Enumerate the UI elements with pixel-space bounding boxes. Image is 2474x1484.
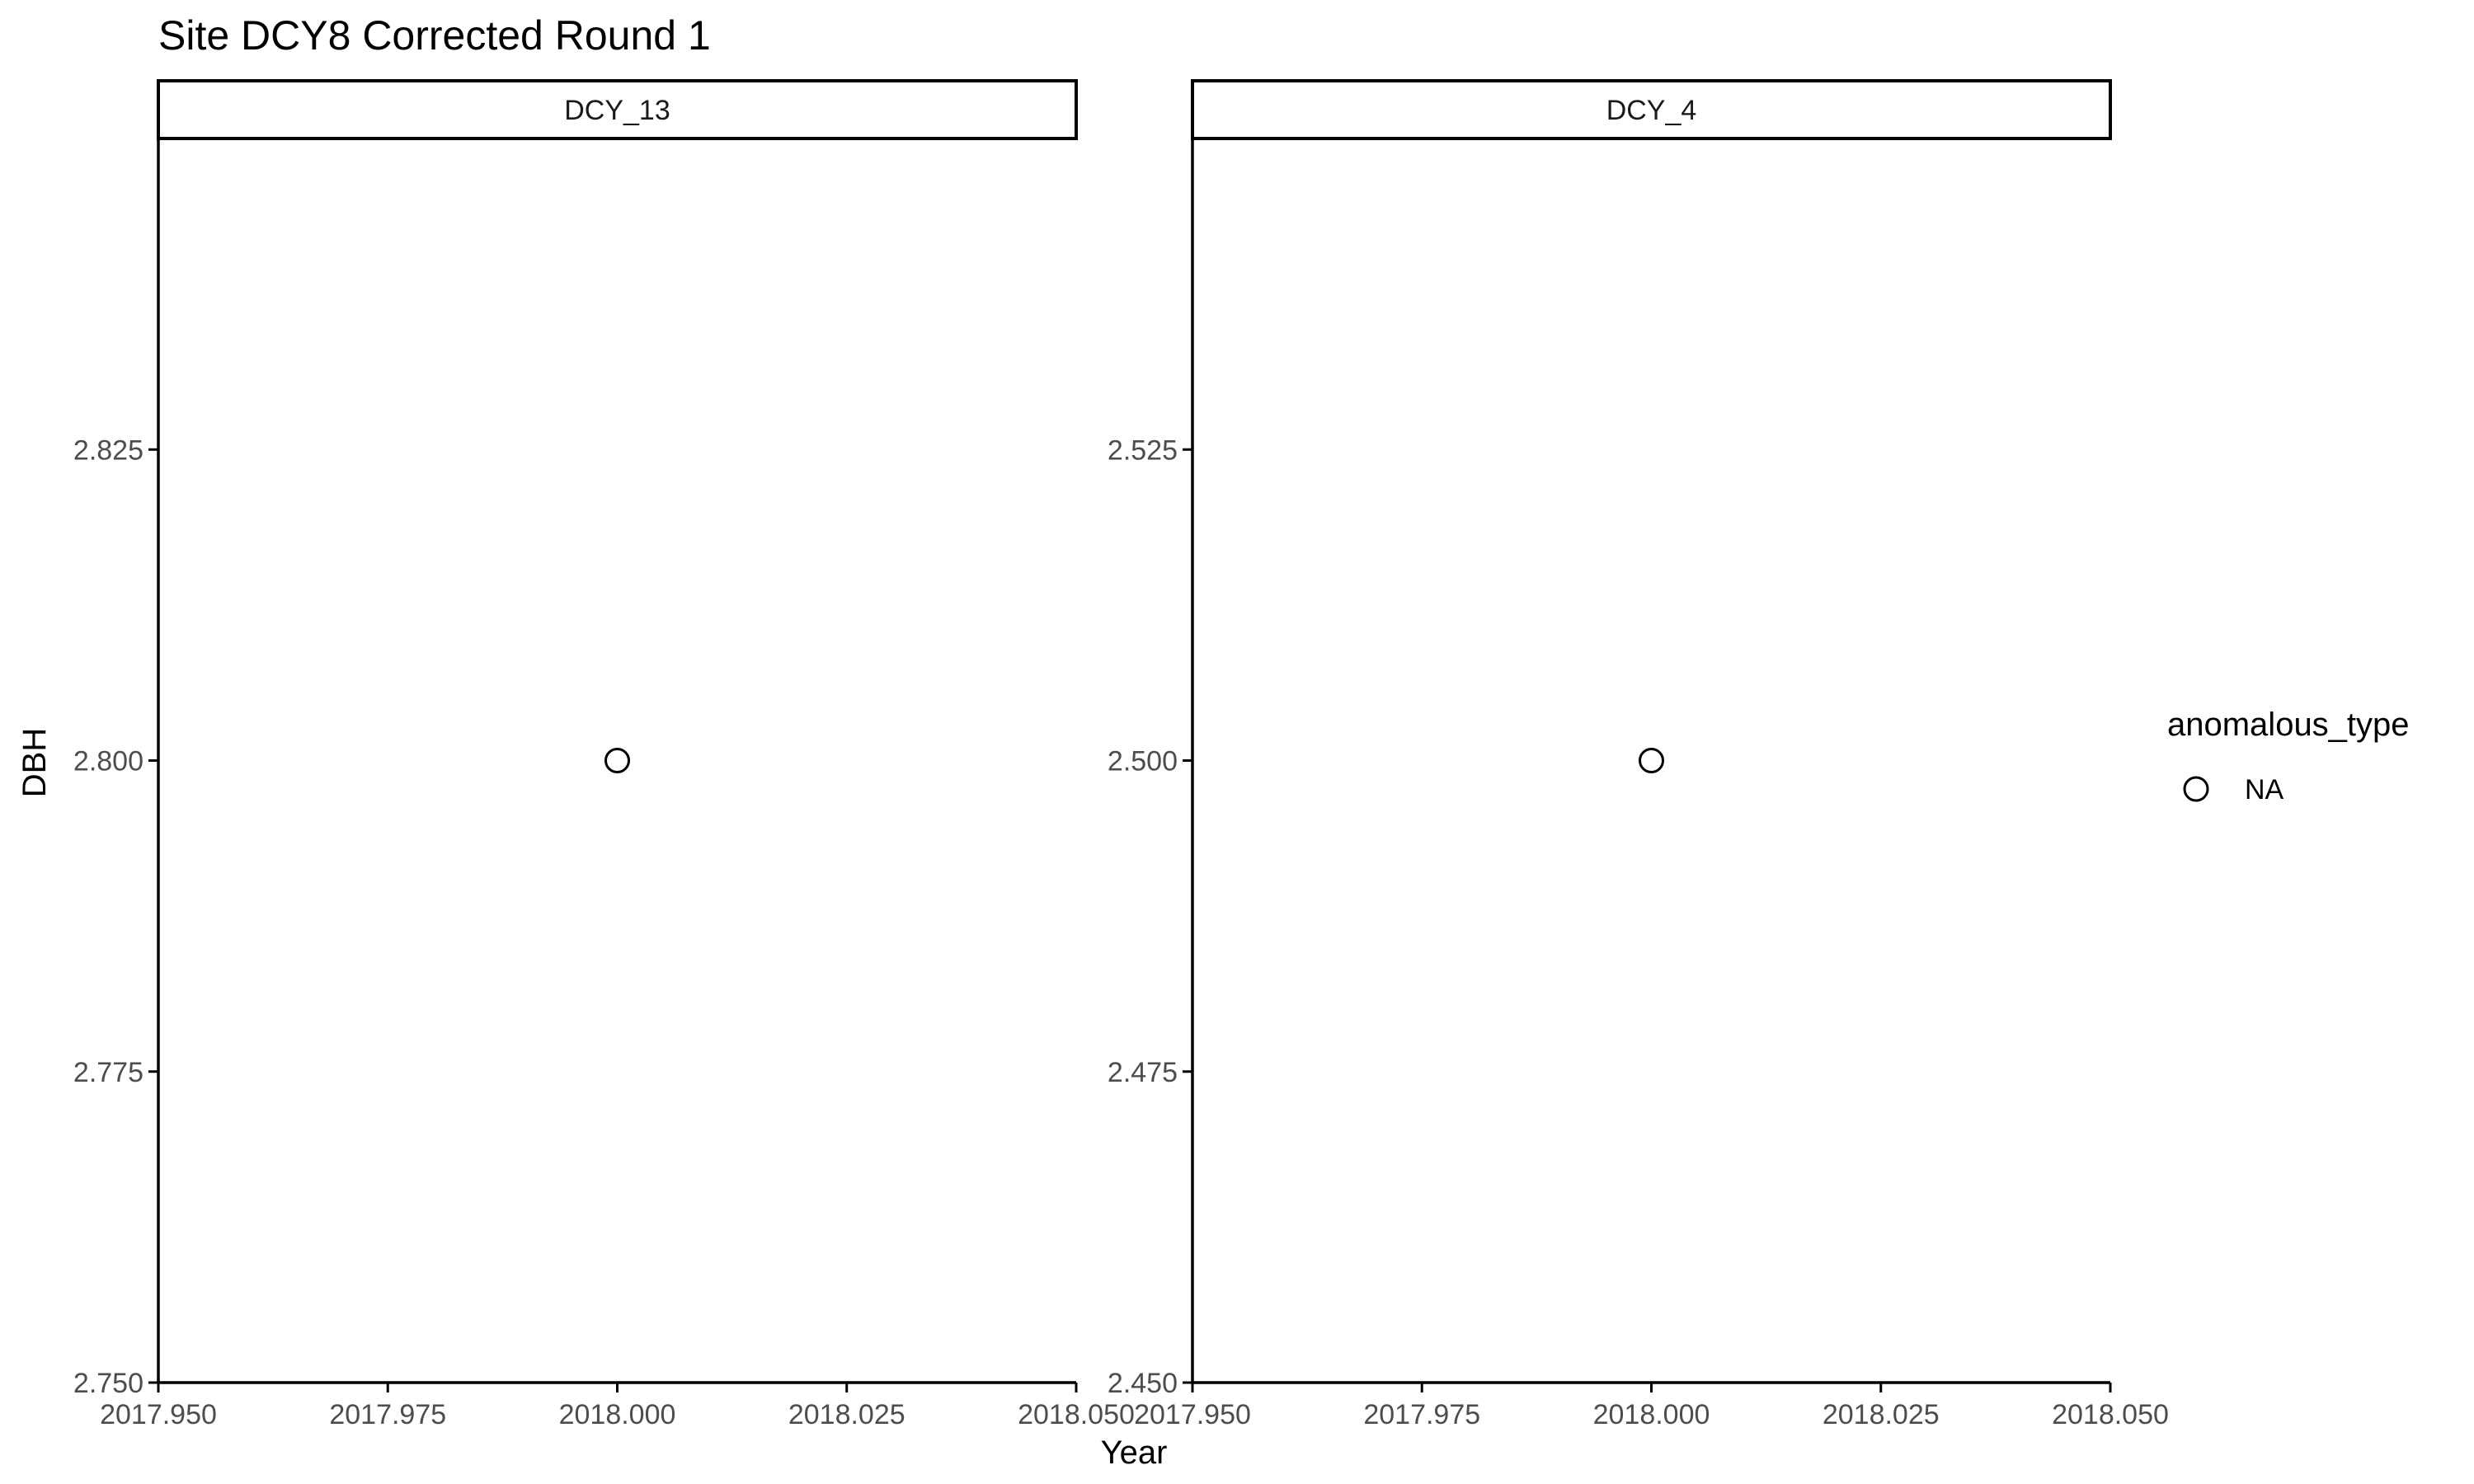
y-tick-label: 2.450 <box>1108 1368 1178 1399</box>
y-tick-label: 2.500 <box>1108 746 1178 777</box>
x-axis-title: Year <box>1101 1435 1168 1471</box>
panel-strip <box>157 79 1078 140</box>
y-tick-label: 2.750 <box>73 1368 143 1399</box>
x-tick-label: 2017.975 <box>329 1399 446 1430</box>
y-tick-label: 2.475 <box>1108 1057 1178 1088</box>
y-tick-label: 2.775 <box>73 1057 143 1088</box>
legend-label: NA <box>2245 774 2284 805</box>
y-tick-label: 2.525 <box>1108 434 1178 466</box>
y-tick-label: 2.800 <box>73 746 143 777</box>
legend-marker <box>2183 776 2209 802</box>
x-tick-label: 2018.000 <box>559 1399 676 1430</box>
x-tick-label: 2018.050 <box>1018 1399 1135 1430</box>
x-tick-label: 2018.025 <box>788 1399 905 1430</box>
panel-2: DCY_4 2.450 2.475 2.500 2.525 2017.950 2017.97… <box>1108 79 2169 1430</box>
legend: anomalous_type NA <box>2167 707 2410 805</box>
y-axis-title: DBH <box>16 728 53 797</box>
panel-strip <box>1191 79 2112 140</box>
x-tick-label: 2017.950 <box>1134 1399 1251 1430</box>
x-tick-label: 2018.000 <box>1593 1399 1710 1430</box>
y-tick-label: 2.825 <box>73 434 143 466</box>
panel-strip-label: DCY_4 <box>1606 95 1697 126</box>
panel-strip-label: DCY_13 <box>564 95 670 126</box>
chart-title: Site DCY8 Corrected Round 1 <box>158 12 711 59</box>
panels: DCY_13 2.750 2.775 2.800 2.825 2017.950 2017.9… <box>73 79 2169 1430</box>
data-point <box>604 748 630 773</box>
panel-1: DCY_13 2.750 2.775 2.800 2.825 2017.950 2017.9… <box>73 79 1135 1430</box>
x-tick-label: 2017.975 <box>1363 1399 1480 1430</box>
legend-title: anomalous_type <box>2167 707 2410 743</box>
legend-entries: NA <box>2183 774 2284 805</box>
x-tick-label: 2017.950 <box>100 1399 217 1430</box>
x-tick-label: 2018.025 <box>1823 1399 1940 1430</box>
data-point <box>1639 748 1664 773</box>
x-tick-label: 2018.050 <box>2052 1399 2169 1430</box>
